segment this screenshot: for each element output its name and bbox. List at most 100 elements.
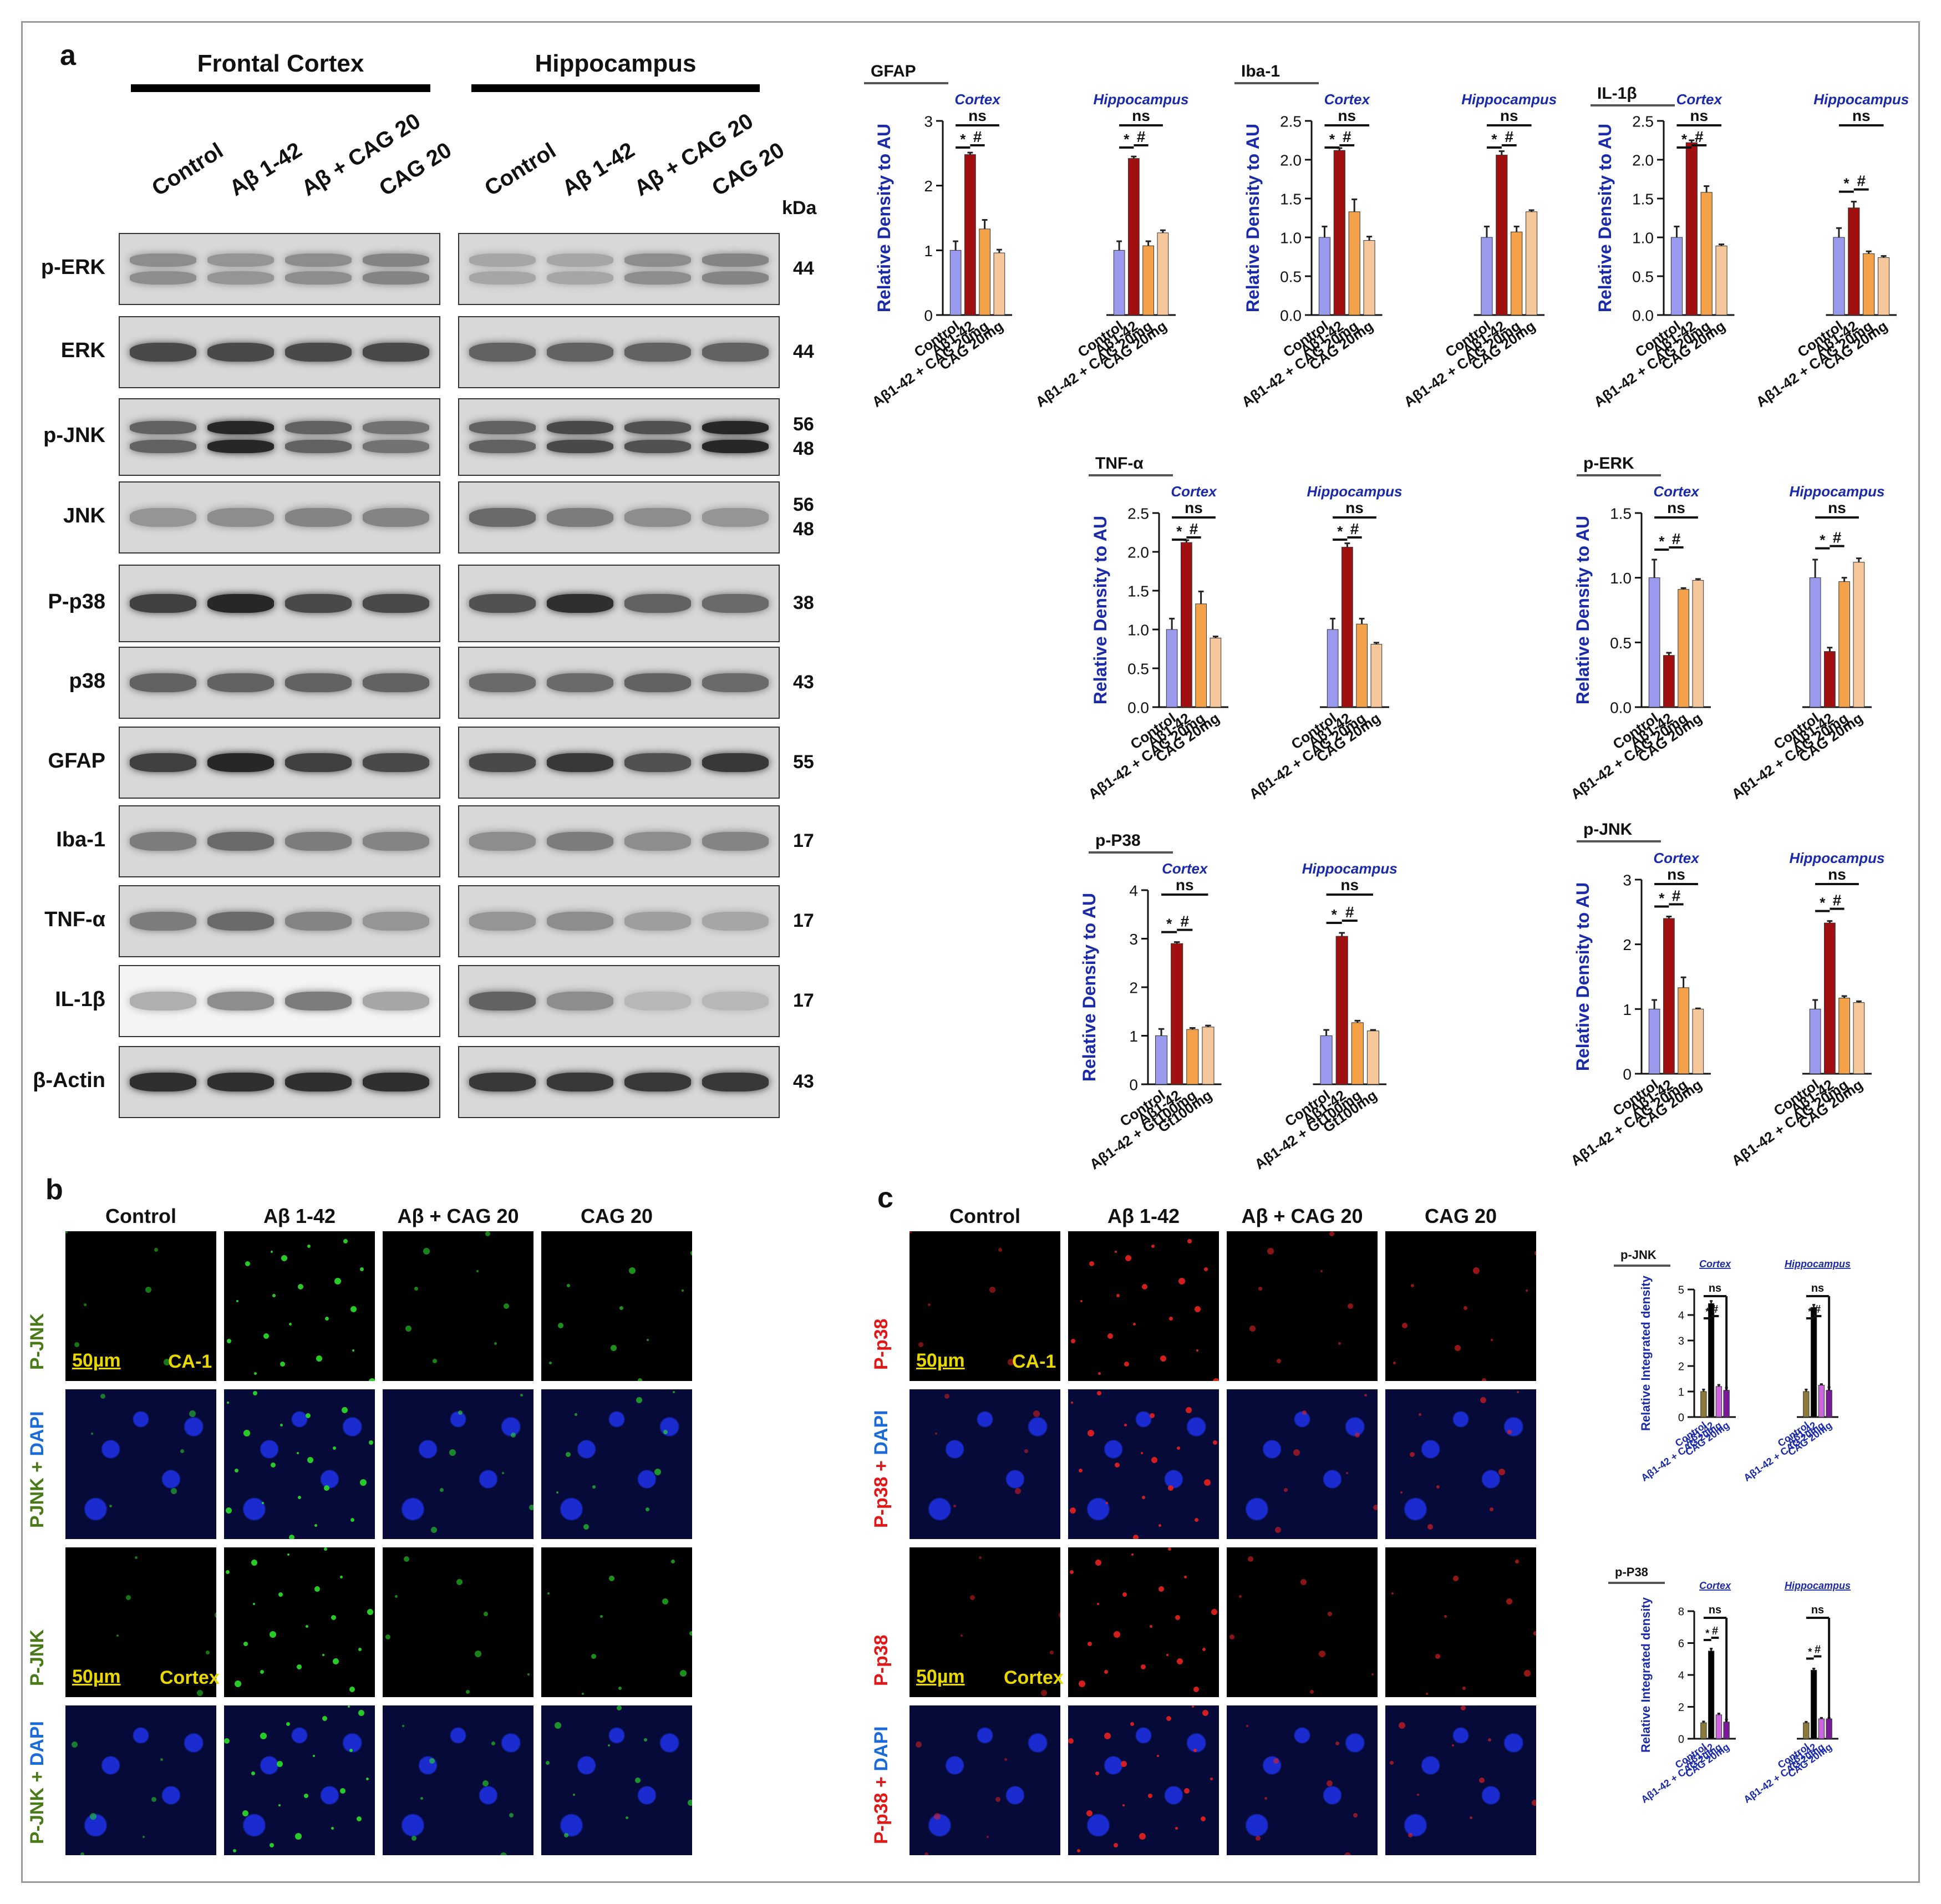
signal-spot bbox=[1033, 1410, 1040, 1417]
bar bbox=[1824, 651, 1836, 708]
ns-label: ns bbox=[1667, 866, 1685, 883]
bar bbox=[1685, 142, 1698, 316]
signal-spot bbox=[628, 1267, 636, 1274]
signal-spot bbox=[1472, 1267, 1480, 1274]
blot-band bbox=[547, 421, 613, 435]
blot-band bbox=[130, 912, 196, 931]
signal-spot bbox=[1077, 1849, 1081, 1853]
blot-row-label: P-p38 bbox=[48, 590, 105, 613]
signal-spot bbox=[626, 1816, 629, 1819]
signal-spot bbox=[316, 1355, 322, 1362]
kda-value: 17 bbox=[793, 990, 814, 1011]
signal-spot bbox=[1167, 1485, 1173, 1491]
micrograph-row-label: P-p38 + DAPI bbox=[871, 1726, 892, 1844]
signal-spot bbox=[1399, 1722, 1406, 1729]
signal-spot bbox=[574, 1413, 577, 1416]
signal-spot bbox=[1364, 1394, 1367, 1397]
group-label: Cortex bbox=[1171, 483, 1217, 500]
bar bbox=[1700, 192, 1713, 316]
kda-value: 55 bbox=[793, 752, 814, 773]
signal-spot bbox=[1095, 1559, 1101, 1566]
group-label: Hippocampus bbox=[1790, 483, 1885, 500]
y-tick-label: 1 bbox=[924, 242, 933, 260]
bar bbox=[1202, 1027, 1215, 1085]
signal-spot bbox=[349, 1687, 355, 1693]
signal-spot bbox=[411, 1835, 416, 1841]
scale-bar-label: 50µm bbox=[916, 1350, 965, 1371]
blot-band bbox=[363, 753, 429, 772]
signal-spot bbox=[269, 1631, 276, 1638]
signal-spot bbox=[352, 1349, 355, 1352]
signal-spot bbox=[307, 1245, 311, 1248]
signal-spot bbox=[1069, 1507, 1076, 1514]
sig-star: * bbox=[1337, 523, 1343, 540]
signal-spot bbox=[429, 1758, 435, 1764]
micrograph-row-label: P-JNK bbox=[27, 1629, 48, 1686]
signal-spot bbox=[394, 1595, 398, 1598]
signal-spot bbox=[1149, 1413, 1155, 1419]
signal-spot bbox=[1193, 1749, 1197, 1753]
signal-spot bbox=[236, 1300, 238, 1303]
signal-spot bbox=[224, 1738, 230, 1744]
y-tick-label: 6 bbox=[1678, 1638, 1684, 1650]
signal-spot bbox=[509, 1813, 514, 1818]
signal-spot bbox=[280, 1424, 283, 1427]
merged-micrograph bbox=[1068, 1705, 1219, 1855]
ns-label: ns bbox=[1185, 499, 1203, 516]
signal-spot bbox=[1158, 1524, 1162, 1527]
bar bbox=[1356, 623, 1368, 708]
signal-micrograph bbox=[1068, 1547, 1219, 1697]
bar bbox=[1333, 150, 1345, 316]
bar bbox=[1195, 603, 1207, 708]
blot-band bbox=[130, 343, 196, 362]
bar bbox=[1678, 589, 1689, 708]
group-label: Hippocampus bbox=[1307, 483, 1403, 500]
blot-band bbox=[624, 992, 691, 1011]
micrograph-column-label: Aβ 1-42 bbox=[263, 1205, 336, 1227]
y-tick-label: 2.0 bbox=[1632, 152, 1654, 169]
signal-spot bbox=[456, 1578, 463, 1585]
signal-spot bbox=[1417, 1794, 1420, 1796]
signal-spot bbox=[109, 1504, 112, 1507]
blot-band bbox=[624, 832, 691, 851]
bar bbox=[1708, 1651, 1715, 1739]
sig-star: * bbox=[1705, 1628, 1709, 1639]
signal-spot bbox=[313, 1755, 316, 1758]
blot-band bbox=[624, 1073, 691, 1091]
signal-spot bbox=[1184, 1576, 1187, 1579]
signal-spot bbox=[1309, 1689, 1314, 1694]
signal-spot bbox=[663, 1429, 668, 1434]
signal-spot bbox=[1130, 1722, 1134, 1726]
category-label: Aβ1-42 + CAG 20mg bbox=[1246, 709, 1369, 803]
sig-hash: # bbox=[973, 128, 982, 145]
signal-spot bbox=[340, 1576, 343, 1579]
signal-spot bbox=[254, 1372, 257, 1375]
y-tick-label: 3 bbox=[924, 113, 933, 130]
signal-spot bbox=[1293, 1449, 1300, 1456]
micrograph-row-label: P-p38 + DAPI bbox=[871, 1410, 892, 1528]
blot-band bbox=[624, 594, 691, 613]
signal-spot bbox=[636, 1397, 643, 1403]
ns-label: ns bbox=[1811, 1604, 1824, 1616]
signal-spot bbox=[1507, 1429, 1512, 1434]
signal-spot bbox=[1131, 1553, 1134, 1556]
group-label: Cortex bbox=[1653, 483, 1700, 500]
signal-spot bbox=[638, 1378, 643, 1381]
signal-spot bbox=[1455, 1345, 1461, 1352]
group-label: Cortex bbox=[1324, 91, 1371, 108]
signal-spot bbox=[227, 1339, 232, 1344]
blot-row-label: TNF-α bbox=[44, 908, 105, 931]
blot-band bbox=[363, 253, 429, 267]
category-label: Aβ1-42 + CAG 20mg bbox=[1033, 317, 1155, 410]
kda-value: 43 bbox=[793, 1071, 814, 1092]
y-tick-label: 1.0 bbox=[1127, 622, 1149, 639]
bar bbox=[964, 154, 976, 316]
signal-spot bbox=[83, 1303, 87, 1306]
signal-spot bbox=[1167, 1547, 1171, 1551]
group-label: Cortex bbox=[1699, 1580, 1731, 1591]
micrograph-row-label: P-JNK bbox=[27, 1313, 48, 1370]
y-tick-label: 0 bbox=[1129, 1077, 1138, 1094]
signal-spot bbox=[687, 1800, 692, 1806]
signal-spot bbox=[527, 1673, 530, 1675]
micrograph-column-label: Control bbox=[105, 1205, 176, 1227]
